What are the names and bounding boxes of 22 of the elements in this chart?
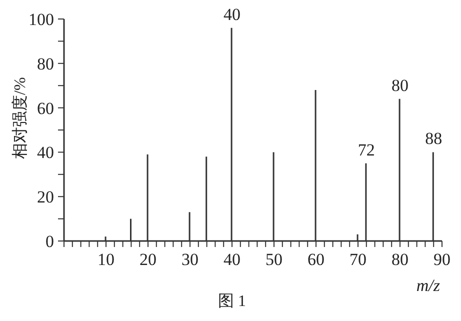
x-tick-label: 40 xyxy=(224,250,240,269)
annotation: 80 xyxy=(392,76,408,95)
x-tick-label: 80 xyxy=(392,250,408,269)
annotation: 88 xyxy=(425,129,442,148)
y-tick-label: 0 xyxy=(46,232,54,251)
annotation: 72 xyxy=(358,140,375,160)
x-tick-label: 30 xyxy=(182,250,198,269)
y-axis-title: 相对强度/% xyxy=(10,76,30,161)
x-tick-label: 20 xyxy=(140,250,156,269)
x-tick-label: 50 xyxy=(266,250,282,269)
x-tick-label: 90 xyxy=(434,250,450,269)
annotation: 40 xyxy=(224,4,240,24)
caption: 图 1 xyxy=(218,293,246,310)
y-tick-label: 40 xyxy=(37,143,54,162)
y-tick-label: 100 xyxy=(28,10,54,29)
x-tick-label: 60 xyxy=(308,250,324,269)
x-tick-label: 10 xyxy=(98,250,114,269)
x-tick-label: 70 xyxy=(350,250,366,269)
y-tick-label: 80 xyxy=(37,54,54,74)
x-axis-title: m/z xyxy=(416,276,440,295)
y-tick-label: 20 xyxy=(37,188,54,207)
y-tick-label: 60 xyxy=(37,98,54,118)
